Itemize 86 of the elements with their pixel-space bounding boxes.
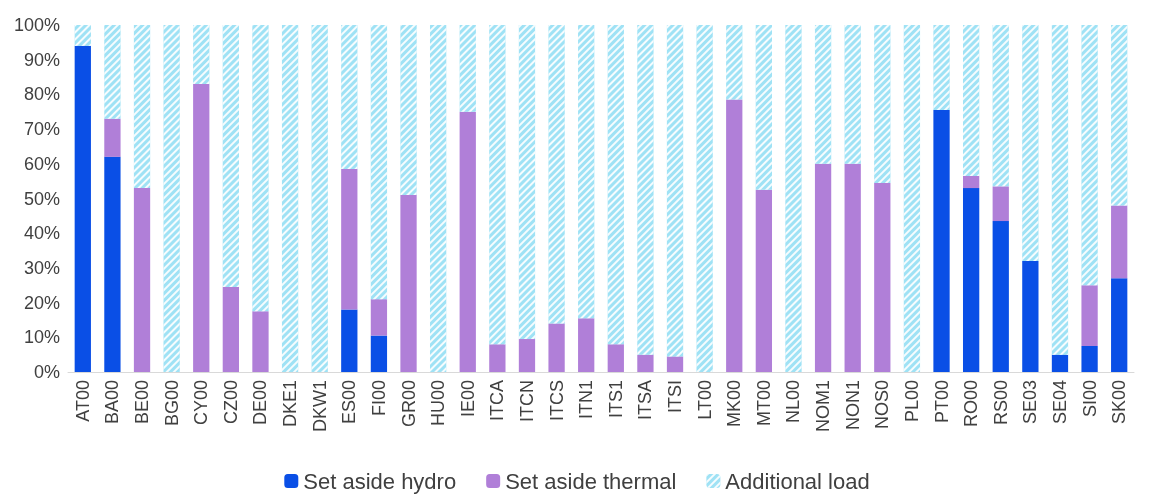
x-tick-label: ITN1 — [576, 380, 597, 420]
x-tick-label: ES00 — [339, 380, 360, 425]
x-tick-label: SE04 — [1049, 380, 1070, 425]
x-tick-label: SK00 — [1109, 380, 1130, 425]
x-tick-label: NOM1 — [813, 380, 834, 433]
bar — [222, 286, 239, 372]
bar — [992, 221, 1009, 372]
x-tick-label: CY00 — [191, 380, 212, 426]
x-tick-label: ITSA — [635, 380, 656, 421]
bar — [104, 118, 121, 157]
y-tick-label: 70% — [23, 119, 60, 140]
bar — [74, 45, 91, 372]
legend-label: Set aside hydro — [303, 468, 457, 494]
bar — [726, 99, 743, 372]
bar — [1111, 278, 1128, 372]
bar — [193, 83, 210, 372]
x-tick-label: GR00 — [398, 380, 419, 428]
bar — [370, 299, 388, 336]
bar — [489, 344, 506, 372]
bar — [992, 186, 1009, 222]
y-tick-label: 100% — [13, 15, 60, 35]
bar — [578, 318, 595, 372]
bar — [1081, 345, 1098, 372]
x-tick-label: NL00 — [783, 380, 804, 424]
x-tick-label: RS00 — [990, 380, 1011, 426]
y-tick-label: 80% — [23, 84, 60, 105]
x-tick-label: CZ00 — [220, 380, 241, 425]
bar — [844, 163, 861, 372]
x-tick-label: SI00 — [1079, 380, 1100, 418]
bar — [637, 354, 654, 372]
x-tick-label: PL00 — [901, 380, 922, 423]
bar — [459, 111, 476, 372]
bar — [607, 344, 624, 372]
x-tick-label: SE03 — [1020, 380, 1041, 425]
y-tick-label: 90% — [23, 49, 60, 70]
bar — [400, 195, 417, 372]
y-tick-label: 0% — [33, 362, 60, 382]
x-tick-label: BG00 — [161, 380, 182, 427]
bar — [252, 311, 269, 372]
legend-label: Additional load — [725, 468, 870, 494]
x-tick-label: AT00 — [72, 380, 93, 422]
x-tick-label: IE00 — [457, 380, 478, 418]
bar — [1111, 205, 1128, 279]
bar — [518, 339, 536, 372]
x-tick-label: RO00 — [961, 380, 982, 428]
bar — [963, 175, 980, 189]
y-tick-label: 40% — [23, 223, 60, 244]
x-tick-label: DKW1 — [309, 380, 330, 433]
bar — [341, 169, 358, 310]
y-tick-label: 60% — [23, 153, 60, 174]
x-tick-label: ITCN — [516, 380, 537, 422]
x-tick-label: MT00 — [753, 380, 774, 427]
x-tick-label: ITS1 — [605, 380, 626, 419]
bar — [370, 335, 388, 372]
x-tick-label: DKE1 — [280, 380, 301, 428]
x-tick-label: DE00 — [250, 380, 271, 426]
bar — [1081, 285, 1098, 346]
bar — [933, 110, 950, 372]
bar — [963, 188, 980, 372]
bar — [1022, 260, 1039, 372]
x-tick-label: NON1 — [842, 380, 863, 431]
x-tick-label: NOS0 — [872, 380, 893, 430]
x-tick-label: BA00 — [102, 380, 123, 425]
bar — [666, 356, 684, 372]
bar — [548, 323, 565, 372]
x-tick-label: HU00 — [428, 380, 449, 427]
x-tick-label: BE00 — [132, 380, 153, 425]
y-tick-label: 30% — [23, 257, 60, 278]
legend-label: Set aside thermal — [505, 468, 677, 494]
bar — [1051, 354, 1069, 372]
bar — [814, 163, 832, 372]
bar — [755, 189, 772, 372]
x-tick-label: ITSI — [665, 380, 686, 414]
x-tick-label: PT00 — [931, 380, 952, 424]
y-tick-label: 10% — [23, 327, 60, 348]
x-tick-label: MK00 — [724, 380, 745, 428]
y-tick-label: 50% — [23, 188, 60, 209]
bar — [874, 182, 891, 372]
x-tick-label: ITCA — [487, 380, 508, 422]
bar — [341, 309, 358, 372]
x-tick-label: LT00 — [694, 380, 715, 420]
bar — [104, 156, 121, 372]
bar — [133, 188, 151, 372]
x-tick-label: FI00 — [368, 380, 389, 417]
x-tick-label: ITCS — [546, 380, 567, 422]
y-tick-label: 20% — [23, 292, 60, 313]
